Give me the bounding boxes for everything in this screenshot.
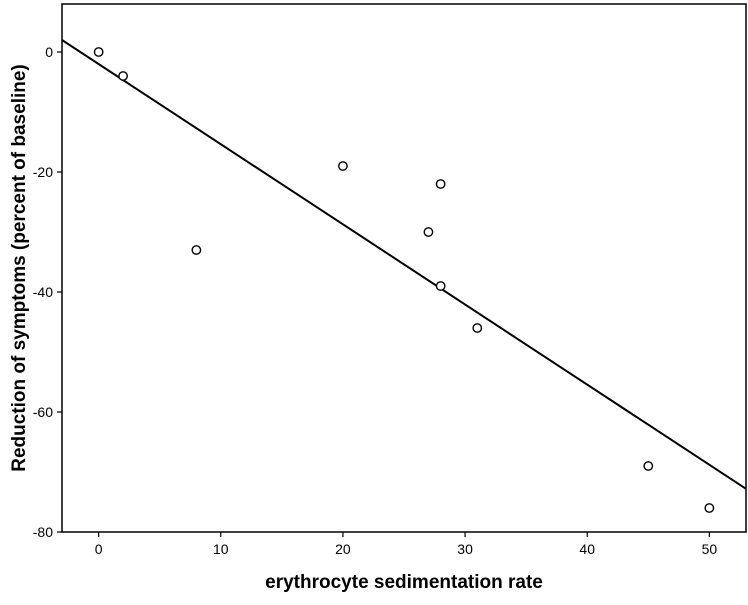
data-point xyxy=(191,245,202,255)
regression-line xyxy=(61,39,747,490)
x-tick-label: 0 xyxy=(95,541,103,557)
data-point xyxy=(704,503,715,513)
x-tick-label: 20 xyxy=(335,541,351,557)
y-tick-label: 0 xyxy=(45,44,53,60)
x-tick-label: 50 xyxy=(702,541,718,557)
data-point xyxy=(423,227,434,237)
y-tick-label: -20 xyxy=(33,164,53,180)
y-axis-ticks: 0 -20 -40 -60 -80 xyxy=(33,44,62,540)
x-tick-label: 30 xyxy=(457,541,473,557)
y-tick-label: -40 xyxy=(33,284,53,300)
data-point xyxy=(435,179,446,189)
data-point xyxy=(338,161,348,171)
data-point xyxy=(118,71,128,81)
data-point xyxy=(643,461,654,471)
y-tick-label: -80 xyxy=(33,524,53,540)
x-axis-ticks: 0 10 20 30 40 50 xyxy=(95,532,718,557)
y-axis-title: Reduction of symptoms (percent of baseli… xyxy=(9,64,30,472)
y-tick-label: -60 xyxy=(33,404,53,420)
plot-area-frame xyxy=(61,3,747,533)
data-points xyxy=(93,47,715,513)
x-axis-title: erythrocyte sedimentation rate xyxy=(265,572,543,593)
data-point xyxy=(93,47,104,57)
data-point xyxy=(435,281,446,291)
x-tick-label: 10 xyxy=(213,541,229,557)
x-tick-label: 40 xyxy=(579,541,595,557)
data-point xyxy=(472,323,483,333)
